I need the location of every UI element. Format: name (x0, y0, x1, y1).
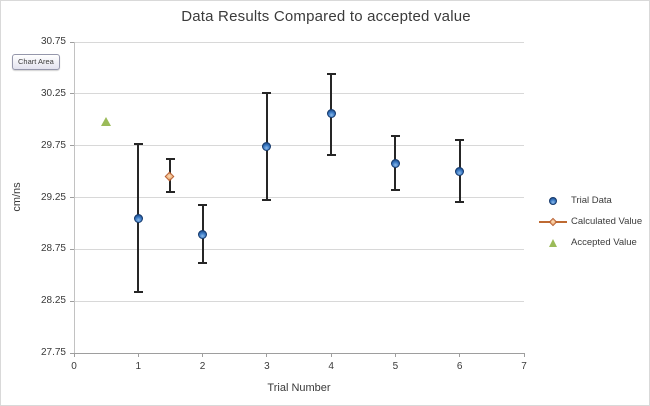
x-tick (394, 353, 396, 357)
x-tick (202, 353, 204, 357)
y-tick (70, 93, 74, 95)
legend-item-accepted-value[interactable]: Accepted Value (539, 232, 642, 253)
trial-data-point[interactable] (133, 213, 143, 223)
x-tick (523, 353, 525, 357)
calculated-value-marker-icon (539, 215, 567, 229)
legend-label: Calculated Value (571, 216, 643, 227)
gridline (74, 248, 524, 250)
error-bar-cap-bottom (165, 191, 175, 194)
y-tick (70, 197, 74, 198)
trial-data-point[interactable] (326, 109, 336, 119)
x-tick (459, 353, 461, 357)
x-tick-label: 3 (264, 361, 270, 372)
legend-label: Trial Data (571, 195, 612, 206)
y-tick-label: 27.75 (40, 347, 66, 358)
calculated-value-point[interactable] (164, 171, 175, 182)
x-tick-label: 0 (71, 361, 77, 372)
y-axis (74, 42, 75, 353)
chart-title[interactable]: Data Results Compared to accepted value (181, 8, 471, 25)
x-tick-label: 7 (521, 361, 527, 372)
x-tick-label: 1 (135, 361, 142, 372)
x-tick-label: 4 (328, 361, 334, 372)
legend-item-trial-data[interactable]: Trial Data (539, 190, 642, 211)
error-bar-cap-top (326, 73, 336, 76)
chart-area-tooltip: Chart Area (12, 54, 60, 70)
triangle-icon (549, 238, 557, 247)
y-tick (70, 145, 74, 147)
error-bar-cap-top (165, 158, 175, 161)
error-bar-cap-bottom (262, 198, 272, 201)
error-bar-cap-top (198, 203, 208, 206)
error-bar-cap-top (133, 142, 143, 145)
gridline (74, 300, 524, 302)
x-tick-label: 6 (456, 361, 463, 372)
y-axis-title: cm/ns (11, 182, 23, 212)
x-axis-title: Trial Number (267, 382, 331, 394)
x-tick (266, 353, 268, 357)
accepted-value-marker-icon (539, 236, 567, 250)
x-tick (73, 353, 75, 357)
gridline (74, 41, 524, 43)
legend-item-calculated-value[interactable]: Calculated Value (539, 211, 642, 232)
x-tick (330, 353, 332, 357)
trial-data-point[interactable] (198, 230, 208, 240)
y-tick-label: 30.75 (40, 36, 66, 47)
legend[interactable]: Trial Data Calculated Value Accepted Value (539, 190, 642, 253)
y-tick (70, 300, 74, 302)
error-bar-cap-bottom (390, 189, 400, 192)
x-tick-label: 5 (392, 361, 399, 372)
accepted-value-point[interactable] (101, 117, 112, 127)
trial-data-point[interactable] (390, 158, 400, 168)
error-bar-cap-top (455, 139, 465, 142)
trial-data-point[interactable] (262, 142, 272, 152)
trial-data-point[interactable] (455, 167, 465, 177)
diamond-icon (548, 217, 558, 226)
gridline (74, 197, 524, 198)
y-tick-label: 29.25 (40, 191, 66, 203)
x-tick-label: 2 (199, 361, 206, 372)
error-bar-cap-bottom (326, 153, 336, 156)
y-tick (70, 248, 74, 250)
trial-data-marker-icon (539, 194, 567, 208)
gridline (74, 93, 524, 95)
legend-label: Accepted Value (571, 237, 637, 248)
y-tick-label: 30.25 (40, 87, 66, 99)
error-bar-cap-top (262, 91, 272, 94)
y-tick-label: 29.75 (40, 139, 66, 151)
circle-icon (549, 196, 557, 205)
y-tick (70, 352, 74, 354)
error-bar-cap-bottom (133, 290, 143, 293)
gridline (74, 145, 524, 147)
x-tick (137, 353, 139, 357)
error-bar-cap-top (390, 135, 400, 138)
error-bar-cap-bottom (455, 200, 465, 203)
y-tick (70, 41, 74, 43)
y-tick-label: 28.25 (40, 295, 66, 307)
x-axis (74, 353, 525, 354)
y-tick-label: 28.75 (40, 243, 66, 255)
error-bar-cap-bottom (198, 261, 208, 264)
